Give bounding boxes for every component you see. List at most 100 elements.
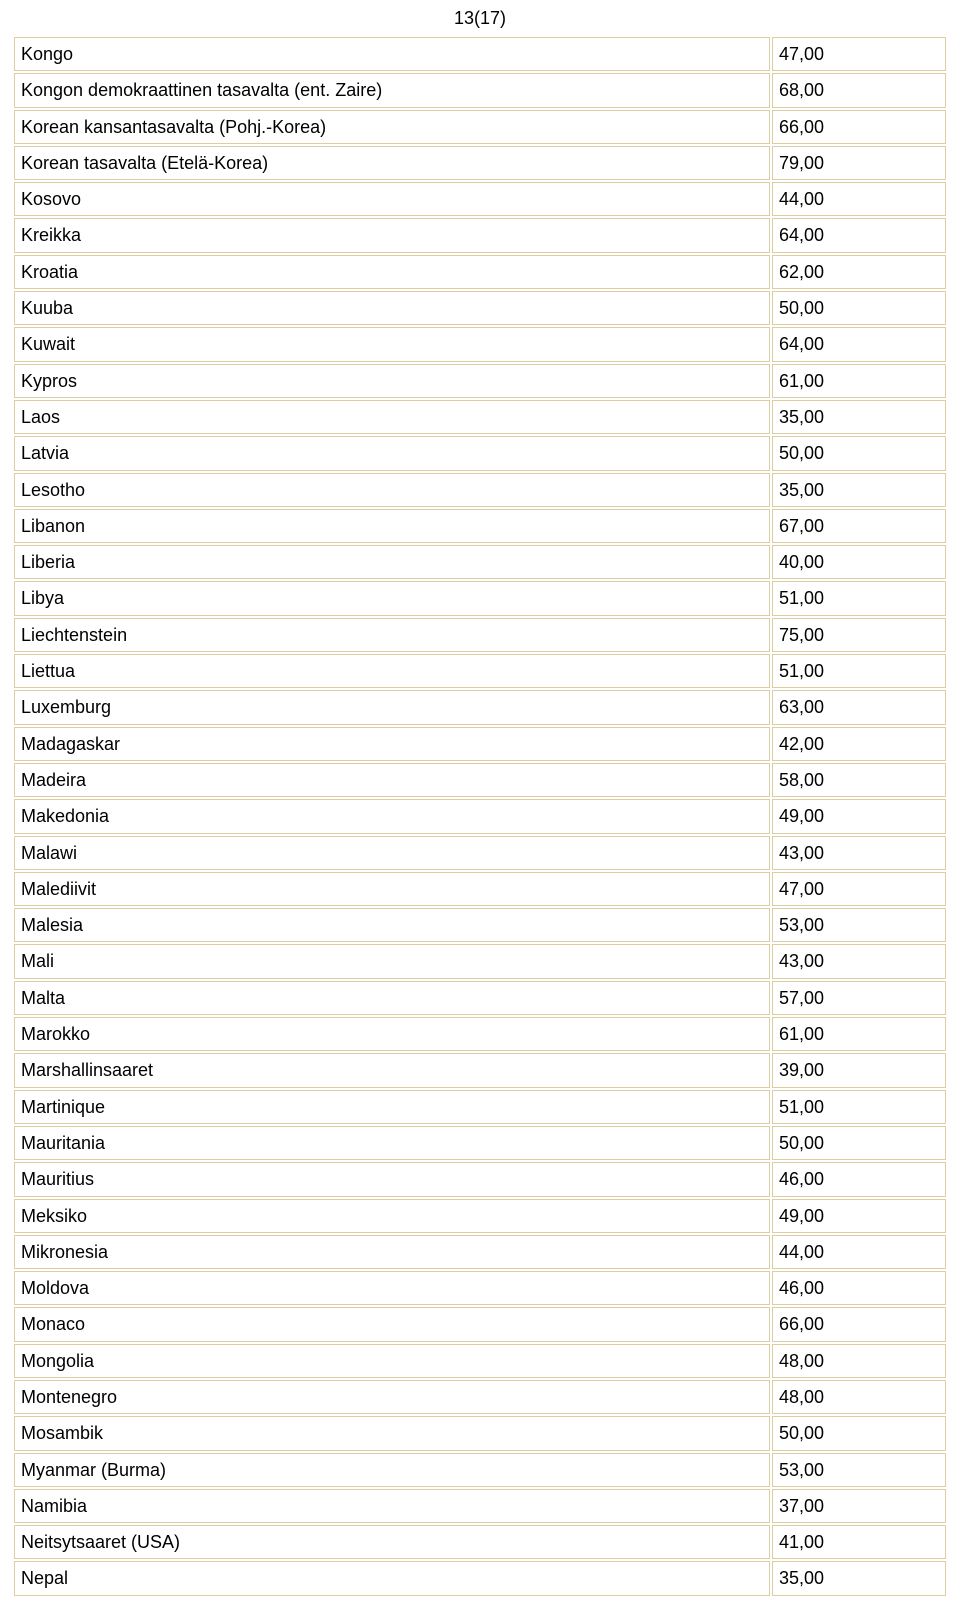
country-name-cell: Korean kansantasavalta (Pohj.-Korea) [14,110,770,144]
country-name-cell: Moldova [14,1271,770,1305]
country-value-cell: 79,00 [772,146,946,180]
table-row: Kongon demokraattinen tasavalta (ent. Za… [14,73,946,107]
country-name-cell: Kroatia [14,255,770,289]
table-row: Neitsytsaaret (USA)41,00 [14,1525,946,1559]
country-name-cell: Kongo [14,37,770,71]
country-value-cell: 39,00 [772,1053,946,1087]
table-row: Kosovo44,00 [14,182,946,216]
table-row: Malediivit47,00 [14,872,946,906]
country-value-cell: 46,00 [772,1271,946,1305]
table-row: Latvia50,00 [14,436,946,470]
table-row: Nepal35,00 [14,1561,946,1595]
country-value-cell: 48,00 [772,1344,946,1378]
table-row: Moldova46,00 [14,1271,946,1305]
table-row: Mauritius46,00 [14,1162,946,1196]
country-value-cell: 61,00 [772,1017,946,1051]
country-name-cell: Korean tasavalta (Etelä-Korea) [14,146,770,180]
country-value-cell: 53,00 [772,908,946,942]
country-name-cell: Malawi [14,836,770,870]
table-row: Korean tasavalta (Etelä-Korea)79,00 [14,146,946,180]
table-row: Luxemburg63,00 [14,690,946,724]
country-value-cell: 41,00 [772,1525,946,1559]
country-name-cell: Montenegro [14,1380,770,1414]
country-value-cell: 64,00 [772,218,946,252]
country-name-cell: Mosambik [14,1416,770,1450]
table-row: Malawi43,00 [14,836,946,870]
table-row: Laos35,00 [14,400,946,434]
table-row: Kuuba50,00 [14,291,946,325]
country-name-cell: Makedonia [14,799,770,833]
table-row: Mauritania50,00 [14,1126,946,1160]
table-row: Meksiko49,00 [14,1199,946,1233]
country-name-cell: Libya [14,581,770,615]
table-row: Kuwait64,00 [14,327,946,361]
country-name-cell: Liettua [14,654,770,688]
country-name-cell: Mongolia [14,1344,770,1378]
table-row: Kreikka64,00 [14,218,946,252]
table-row: Monaco66,00 [14,1307,946,1341]
country-value-cell: 35,00 [772,473,946,507]
table-row: Lesotho35,00 [14,473,946,507]
country-value-cell: 37,00 [772,1489,946,1523]
country-name-cell: Kosovo [14,182,770,216]
country-name-cell: Mali [14,944,770,978]
table-row: Liettua51,00 [14,654,946,688]
table-row: Mosambik50,00 [14,1416,946,1450]
country-value-cell: 50,00 [772,291,946,325]
country-value-cell: 48,00 [772,1380,946,1414]
country-name-cell: Libanon [14,509,770,543]
country-value-cell: 64,00 [772,327,946,361]
country-value-cell: 50,00 [772,1416,946,1450]
country-value-cell: 51,00 [772,1090,946,1124]
table-row: Madagaskar42,00 [14,727,946,761]
country-name-cell: Luxemburg [14,690,770,724]
table-row: Mikronesia44,00 [14,1235,946,1269]
country-name-cell: Mauritania [14,1126,770,1160]
table-row: Montenegro48,00 [14,1380,946,1414]
table-row: Korean kansantasavalta (Pohj.-Korea)66,0… [14,110,946,144]
country-name-cell: Nepal [14,1561,770,1595]
table-row: Kypros61,00 [14,364,946,398]
country-value-cell: 43,00 [772,836,946,870]
country-value-cell: 58,00 [772,763,946,797]
table-row: Namibia37,00 [14,1489,946,1523]
country-name-cell: Laos [14,400,770,434]
country-name-cell: Mikronesia [14,1235,770,1269]
table-row: Malesia53,00 [14,908,946,942]
table-row: Madeira58,00 [14,763,946,797]
country-name-cell: Malta [14,981,770,1015]
country-name-cell: Marshallinsaaret [14,1053,770,1087]
country-value-cell: 75,00 [772,618,946,652]
country-value-cell: 44,00 [772,182,946,216]
table-row: Mali43,00 [14,944,946,978]
country-value-cell: 62,00 [772,255,946,289]
table-row: Libanon67,00 [14,509,946,543]
country-value-cell: 43,00 [772,944,946,978]
table-row: Malta57,00 [14,981,946,1015]
country-table: Kongo47,00Kongon demokraattinen tasavalt… [12,35,948,1598]
country-name-cell: Kypros [14,364,770,398]
country-value-cell: 68,00 [772,73,946,107]
country-value-cell: 51,00 [772,581,946,615]
country-name-cell: Lesotho [14,473,770,507]
table-row: Martinique51,00 [14,1090,946,1124]
country-name-cell: Latvia [14,436,770,470]
country-name-cell: Liechtenstein [14,618,770,652]
country-name-cell: Monaco [14,1307,770,1341]
table-row: Makedonia49,00 [14,799,946,833]
country-name-cell: Kuuba [14,291,770,325]
country-value-cell: 44,00 [772,1235,946,1269]
table-row: Myanmar (Burma)53,00 [14,1453,946,1487]
country-value-cell: 53,00 [772,1453,946,1487]
country-name-cell: Martinique [14,1090,770,1124]
country-value-cell: 47,00 [772,872,946,906]
country-value-cell: 50,00 [772,436,946,470]
table-row: Liechtenstein75,00 [14,618,946,652]
country-value-cell: 47,00 [772,37,946,71]
country-value-cell: 35,00 [772,1561,946,1595]
country-value-cell: 35,00 [772,400,946,434]
country-value-cell: 42,00 [772,727,946,761]
country-name-cell: Liberia [14,545,770,579]
table-row: Kroatia62,00 [14,255,946,289]
country-value-cell: 40,00 [772,545,946,579]
